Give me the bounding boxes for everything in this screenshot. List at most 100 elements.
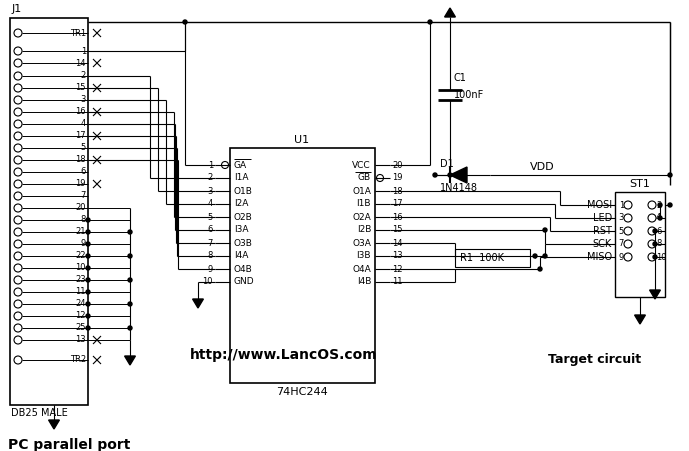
Text: 18: 18	[75, 156, 86, 165]
Circle shape	[86, 242, 90, 246]
Text: 21: 21	[76, 227, 86, 236]
Text: 8: 8	[207, 252, 213, 261]
Text: 11: 11	[392, 277, 402, 286]
Text: TR2: TR2	[70, 355, 86, 364]
Bar	[10, 18, 88, 405]
Text: 17: 17	[392, 199, 402, 208]
Circle shape	[658, 216, 662, 220]
Text: C1: C1	[454, 73, 467, 83]
Polygon shape	[450, 167, 467, 183]
Text: 15: 15	[76, 83, 86, 92]
Text: 9: 9	[208, 264, 213, 273]
Text: O4A: O4A	[352, 264, 371, 273]
Text: O4B: O4B	[234, 264, 253, 273]
Text: 18: 18	[392, 187, 402, 195]
Text: I3B: I3B	[356, 252, 371, 261]
Text: DB25 MALE: DB25 MALE	[11, 408, 68, 418]
Text: 16: 16	[75, 107, 86, 116]
Text: VDD: VDD	[530, 162, 555, 172]
Text: 8: 8	[81, 216, 86, 225]
Text: 13: 13	[392, 252, 402, 261]
Circle shape	[86, 278, 90, 282]
Text: O2B: O2B	[234, 212, 253, 221]
Text: 100nF: 100nF	[454, 90, 484, 100]
Text: O2A: O2A	[352, 212, 371, 221]
Text: 2: 2	[81, 72, 86, 80]
Text: 1: 1	[81, 46, 86, 55]
Bar	[455, 249, 530, 267]
Text: 4: 4	[656, 213, 661, 222]
Text: 16: 16	[392, 212, 402, 221]
Circle shape	[538, 267, 542, 271]
Text: 7: 7	[81, 192, 86, 201]
Text: 22: 22	[76, 252, 86, 261]
Text: 4: 4	[208, 199, 213, 208]
Text: MOSI: MOSI	[587, 200, 612, 210]
Text: 12: 12	[392, 264, 402, 273]
Text: 1N4148: 1N4148	[440, 183, 478, 193]
Circle shape	[86, 302, 90, 306]
Text: 24: 24	[76, 299, 86, 308]
Text: 10: 10	[656, 253, 666, 262]
Circle shape	[543, 228, 547, 232]
Text: GA: GA	[234, 161, 247, 170]
Text: 1: 1	[619, 201, 624, 210]
Text: J1: J1	[12, 4, 22, 14]
Text: 3: 3	[619, 213, 624, 222]
Circle shape	[86, 326, 90, 330]
Text: 14: 14	[392, 239, 402, 248]
Text: D1: D1	[440, 159, 454, 169]
Text: 13: 13	[75, 336, 86, 345]
Circle shape	[668, 173, 672, 177]
Circle shape	[128, 254, 132, 258]
Text: 3: 3	[207, 187, 213, 195]
Circle shape	[653, 229, 657, 233]
Text: PC parallel port: PC parallel port	[8, 438, 130, 451]
Text: SCK: SCK	[593, 239, 612, 249]
Text: 19: 19	[76, 179, 86, 189]
Text: I4B: I4B	[357, 277, 371, 286]
Circle shape	[128, 278, 132, 282]
Text: LED: LED	[593, 213, 612, 223]
Circle shape	[86, 314, 90, 318]
Circle shape	[448, 173, 452, 177]
Text: 74HC244: 74HC244	[276, 387, 328, 397]
Circle shape	[86, 290, 90, 294]
Circle shape	[128, 326, 132, 330]
Circle shape	[86, 254, 90, 258]
Polygon shape	[49, 420, 59, 429]
Circle shape	[433, 173, 437, 177]
Text: 19: 19	[392, 174, 402, 183]
Text: 11: 11	[76, 287, 86, 296]
Text: 23: 23	[75, 276, 86, 285]
Text: 12: 12	[76, 312, 86, 321]
Text: 5: 5	[81, 143, 86, 152]
Text: 17: 17	[75, 132, 86, 141]
Text: O3A: O3A	[352, 239, 371, 248]
Circle shape	[653, 255, 657, 259]
Text: 5: 5	[619, 226, 624, 235]
Text: I1A: I1A	[234, 174, 249, 183]
Polygon shape	[444, 8, 455, 17]
Text: U1: U1	[294, 135, 309, 145]
Text: GND: GND	[234, 277, 255, 286]
Text: 6: 6	[656, 226, 661, 235]
Text: http://www.LancOS.com: http://www.LancOS.com	[190, 348, 378, 362]
Bar	[230, 148, 375, 383]
Text: RST: RST	[593, 226, 612, 236]
Text: VCC: VCC	[352, 161, 371, 170]
Text: 20: 20	[76, 203, 86, 212]
Text: O3B: O3B	[234, 239, 253, 248]
Text: 6: 6	[81, 167, 86, 176]
Text: 25: 25	[76, 323, 86, 332]
Circle shape	[86, 218, 90, 222]
Text: 10: 10	[76, 263, 86, 272]
Text: Target circuit: Target circuit	[548, 354, 641, 367]
Text: 7: 7	[619, 239, 624, 249]
Bar	[615, 192, 665, 297]
Text: 6: 6	[207, 226, 213, 235]
Text: I2A: I2A	[234, 199, 248, 208]
Text: 7: 7	[207, 239, 213, 248]
Text: I3A: I3A	[234, 226, 249, 235]
Text: 10: 10	[203, 277, 213, 286]
